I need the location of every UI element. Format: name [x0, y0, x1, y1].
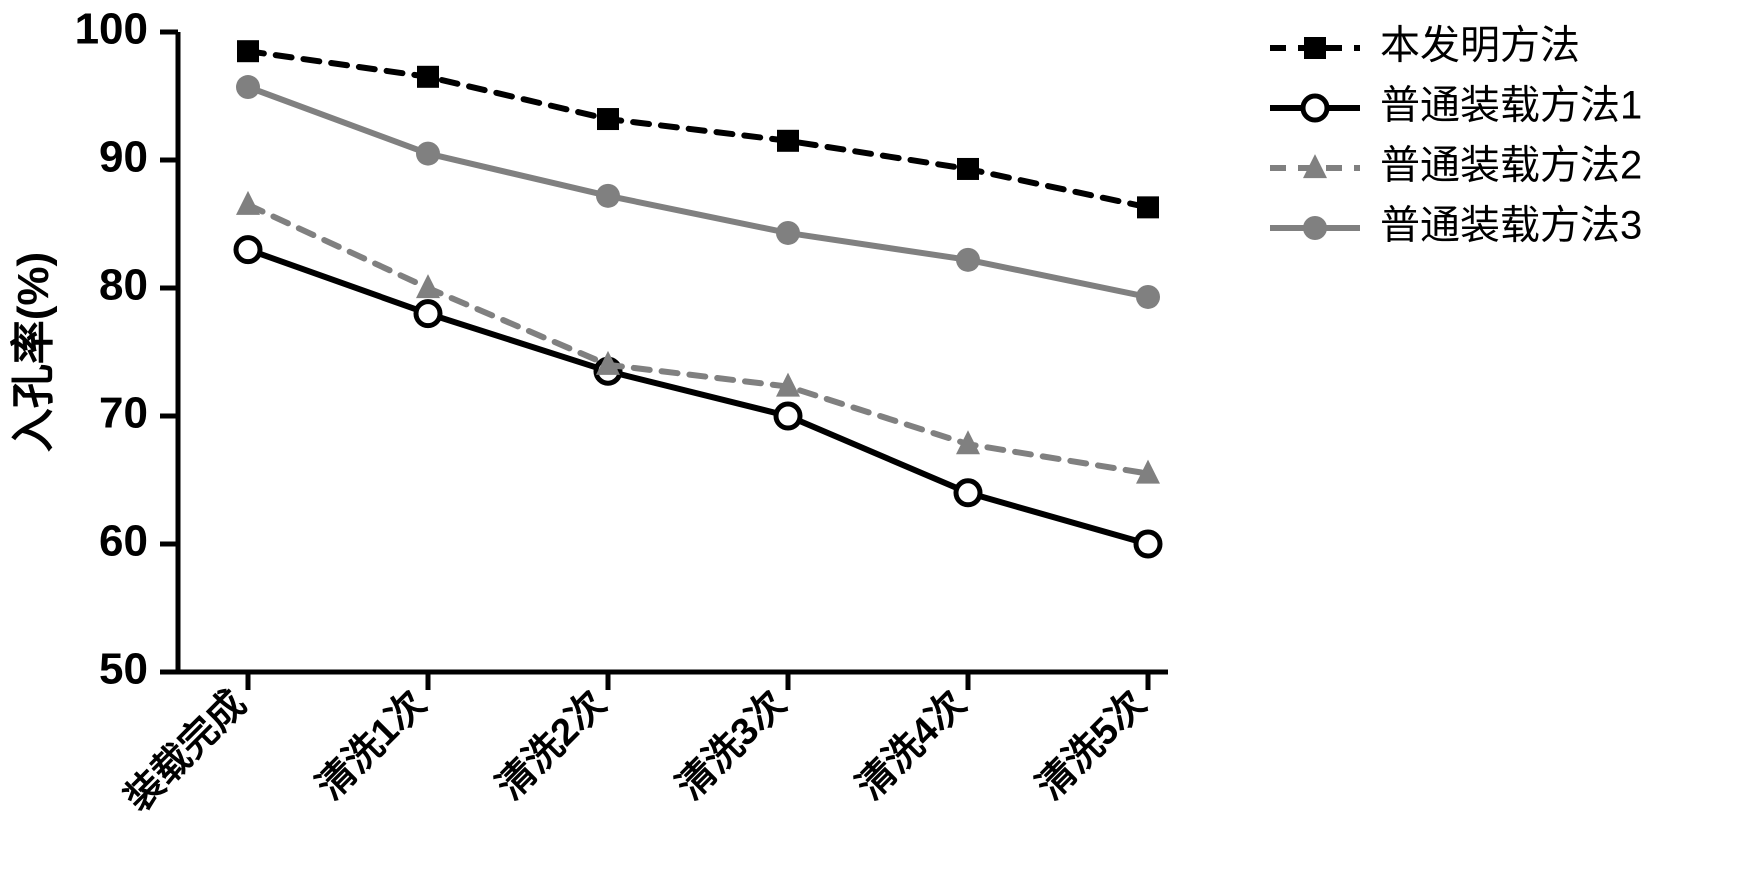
line-chart: 5060708090100入孔率(%)装载完成清洗1次清洗2次清洗3次清洗4次清… [0, 0, 1760, 886]
y-tick-label: 60 [99, 517, 148, 566]
y-tick-label: 50 [99, 645, 148, 694]
legend-label: 本发明方法 [1380, 24, 1580, 68]
y-tick-label: 100 [75, 5, 148, 54]
chart-container: 5060708090100入孔率(%)装载完成清洗1次清洗2次清洗3次清洗4次清… [0, 0, 1760, 886]
y-tick-label: 80 [99, 261, 148, 310]
legend-label: 普通装载方法1 [1380, 84, 1642, 128]
legend-label: 普通装载方法3 [1380, 204, 1642, 248]
y-tick-label: 90 [99, 133, 148, 182]
y-tick-label: 70 [99, 389, 148, 438]
y-axis-label: 入孔率(%) [9, 252, 58, 452]
legend-label: 普通装载方法2 [1380, 144, 1642, 188]
